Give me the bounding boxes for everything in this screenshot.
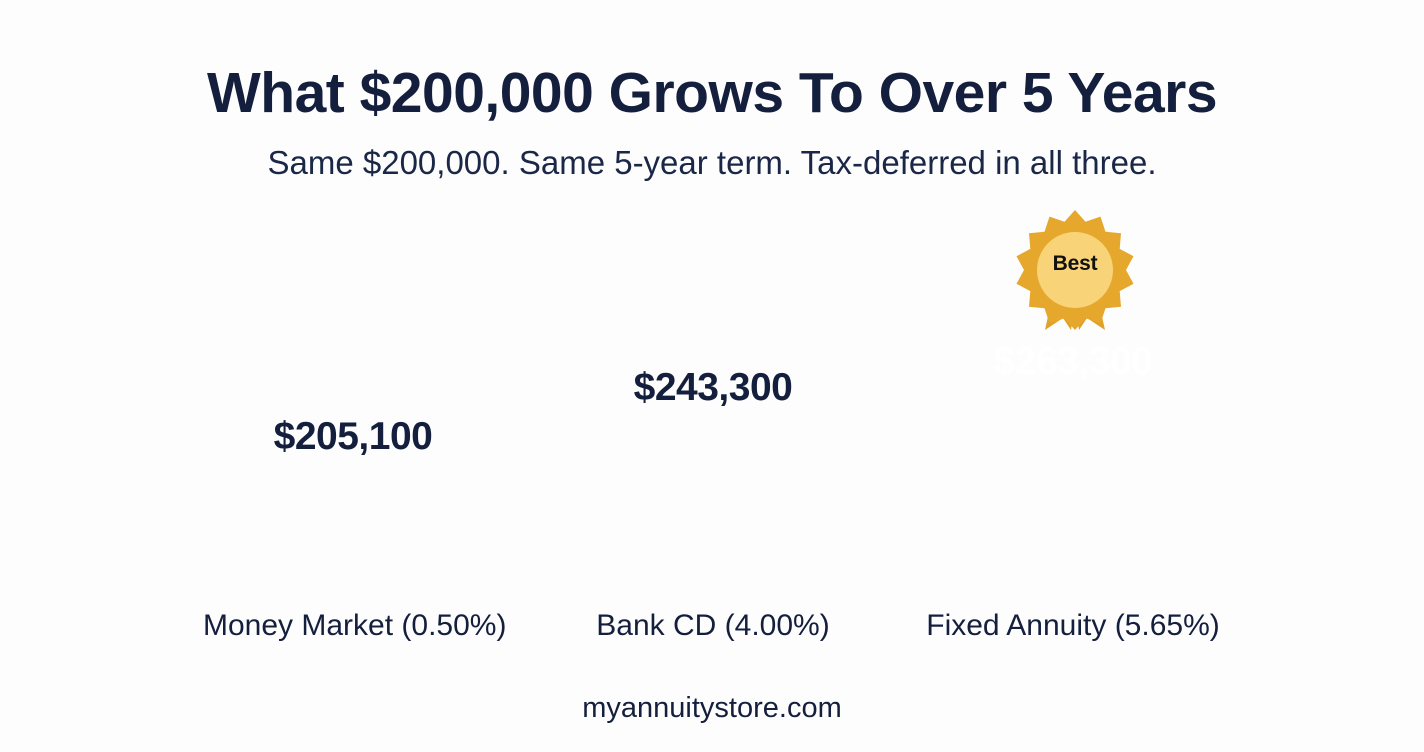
bar-value-money-market: $205,100	[273, 415, 433, 458]
bar-caption-money-market: Money Market (0.50%)	[203, 609, 507, 642]
bar-caption-bank-cd: Bank CD (4.00%)	[596, 609, 830, 642]
bar-value-bank-cd: $243,300	[633, 366, 793, 409]
chart-subtitle: Same $200,000. Same 5-year term. Tax-def…	[267, 144, 1157, 181]
best-badge-label: Best	[1052, 252, 1098, 275]
best-badge: Best	[1013, 208, 1137, 332]
starburst-badge-icon	[1016, 210, 1134, 330]
page-title: What $200,000 Grows To Over 5 Years	[206, 61, 1218, 125]
source-url: myannuitystore.com	[582, 692, 842, 724]
bar-value-fixed-annuity: $263,300	[993, 340, 1153, 383]
bar-caption-fixed-annuity: Fixed Annuity (5.65%)	[926, 609, 1220, 642]
